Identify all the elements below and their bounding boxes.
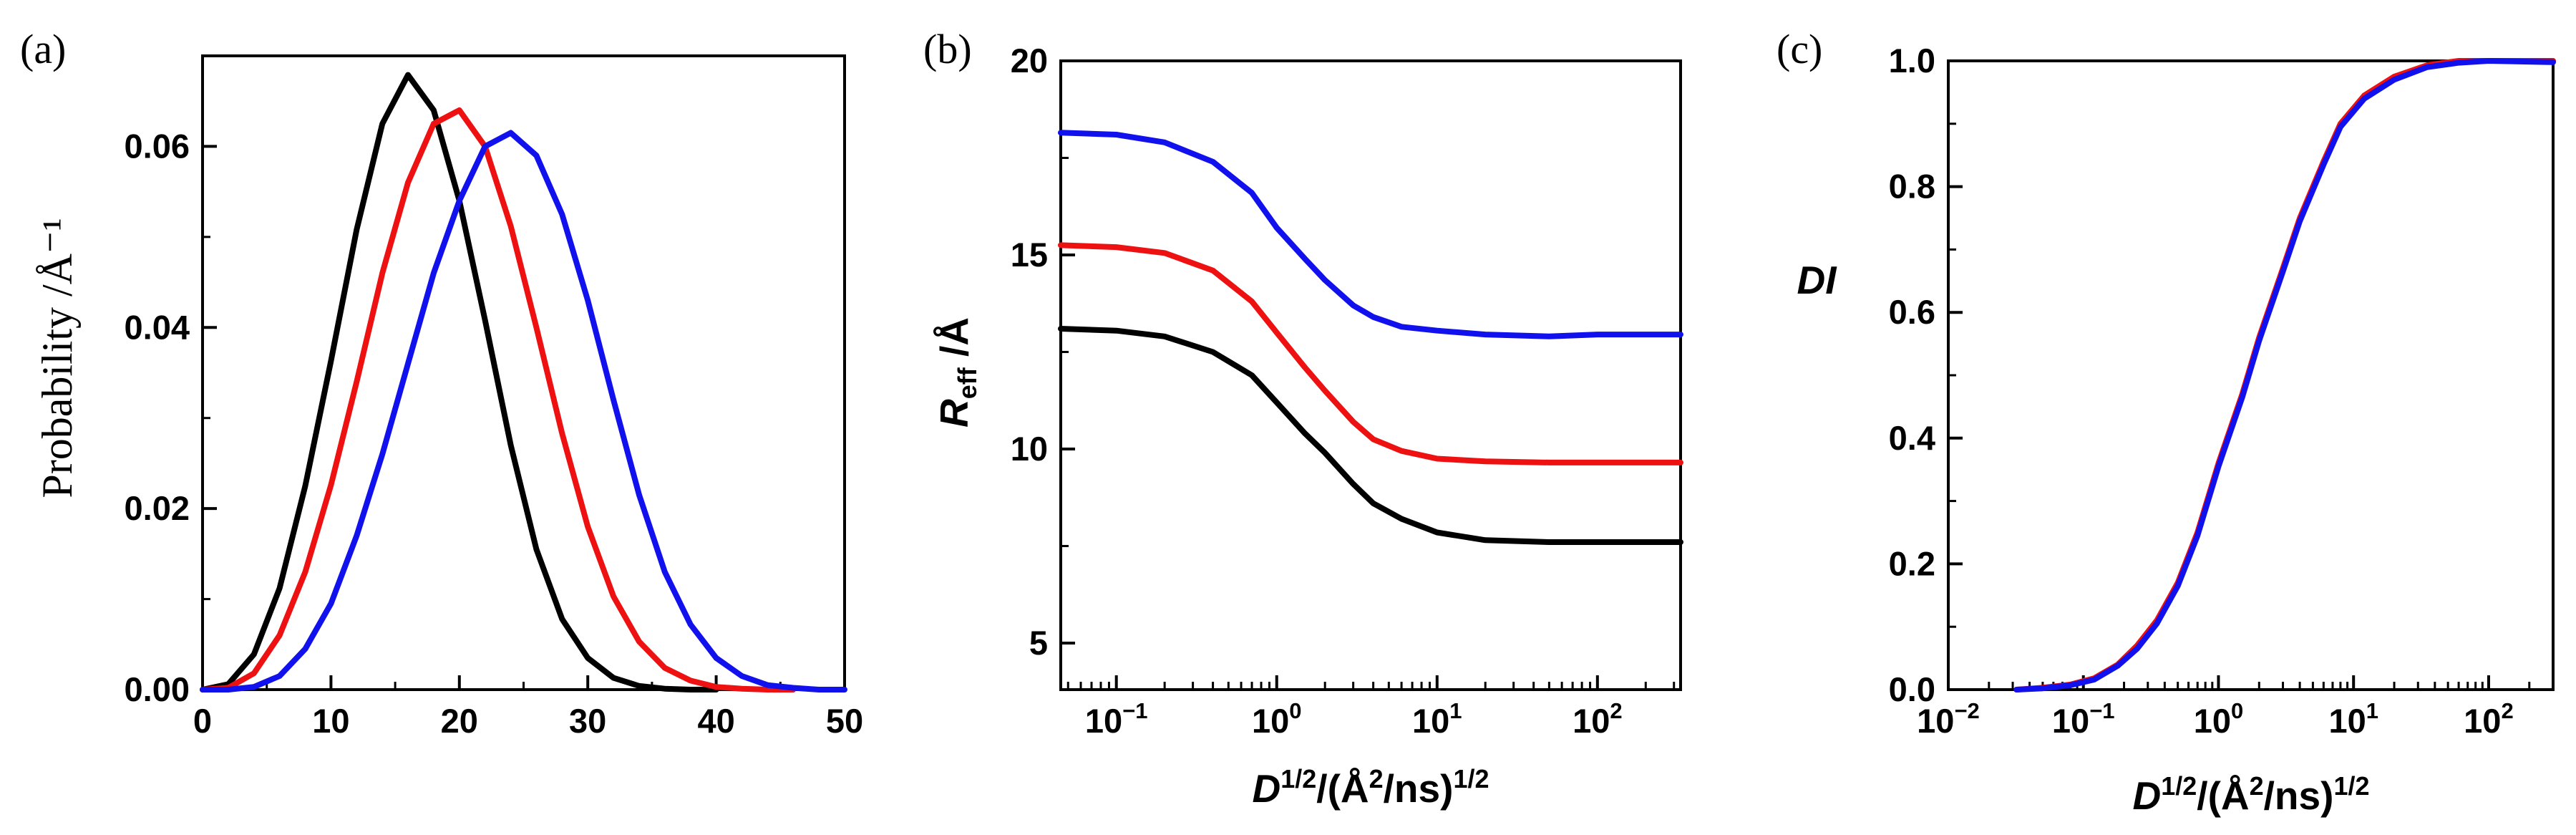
y-tick-label-c: 1.0 (1889, 42, 1935, 79)
series-a (200, 72, 847, 692)
x-axis-title-b-sup1: 1/2 (1280, 764, 1316, 793)
series-line-red (2013, 58, 2556, 692)
series-line-blue (200, 130, 847, 692)
series-line-blue (2013, 58, 2556, 692)
series-b (1058, 130, 1683, 545)
x-tick-label-a: 0 (193, 702, 212, 740)
x-tick-label-base: 10 (1252, 702, 1289, 740)
plot-frame-b (1059, 59, 1682, 691)
y-tick-label-b: 15 (1011, 236, 1048, 274)
x-tick-label-base: 10 (1085, 702, 1122, 740)
y-tick-label-b: 20 (1011, 42, 1048, 79)
y-axis-title-b: Reff /Å (932, 317, 982, 428)
x-axis-title-b: D1/2/(Å2/ns)1/2 (1253, 764, 1489, 811)
x-tick-label-exponent: 0 (1289, 698, 1301, 723)
series-line-black (1058, 326, 1683, 545)
x-tick-label-a: 50 (826, 702, 863, 740)
panel-label-c: (c) (1777, 26, 1822, 72)
x-tick-label-c: 100 (2194, 698, 2244, 740)
ticks-b (1061, 59, 1676, 690)
y-tick-label-c: 0.8 (1889, 168, 1935, 206)
y-axis-title-b-unit: /Å (932, 317, 976, 367)
y-tick-labels-c: 0.0 0.2 0.4 0.6 0.8 1.0 (1889, 42, 1935, 708)
x-tick-label-b: 10−1 (1085, 698, 1148, 740)
x-tick-label-c: 10−1 (2052, 698, 2115, 740)
x-tick-label-base: 10 (1412, 702, 1449, 740)
x-axis-title-c-unit2: /ns) (2264, 773, 2334, 818)
y-axis-title-b-subscript: eff (953, 367, 982, 399)
x-axis-title-c-symbol: D (2133, 773, 2162, 818)
x-tick-label-b: 101 (1412, 698, 1462, 740)
x-axis-title-b-sup3: 1/2 (1453, 764, 1489, 793)
x-tick-label-exponent: 0 (2231, 698, 2243, 723)
x-tick-label-exponent: −1 (2089, 698, 2114, 723)
y-axis-title-c-text: DI (1797, 258, 1838, 302)
x-tick-label-base: 10 (1573, 702, 1610, 740)
y-tick-label-a: 0.00 (125, 670, 190, 708)
y-tick-label-b: 5 (1029, 624, 1048, 662)
y-tick-label-a: 0.04 (125, 308, 190, 346)
x-tick-label-exponent: −1 (1122, 698, 1147, 723)
series-line-red (1058, 242, 1683, 465)
y-axis-title-a: Probability /Å⁻¹ (34, 218, 81, 498)
x-tick-label-a: 30 (569, 702, 606, 740)
x-tick-label-base: 10 (1917, 702, 1954, 740)
y-tick-label-c: 0.0 (1889, 670, 1935, 708)
x-tick-label-c: 101 (2328, 698, 2378, 740)
x-tick-label-base: 10 (2464, 702, 2501, 740)
x-axis-title-c-sup3: 1/2 (2333, 771, 2369, 801)
x-axis-title-b-sup2: 2 (1369, 764, 1384, 793)
x-tick-labels-a: 0 10 20 30 40 50 (193, 702, 863, 740)
panel-label-a: (a) (20, 26, 66, 72)
x-axis-title-b-unit2: /ns) (1384, 766, 1454, 811)
y-tick-labels-b: 5 10 15 20 (1011, 42, 1048, 662)
series-c (2013, 58, 2556, 692)
series-line-black (200, 72, 719, 692)
ticks-c (1947, 59, 2555, 691)
x-axis-title-b-unit1: /(Å (1316, 766, 1369, 811)
x-axis-title-c-sup2: 2 (2250, 771, 2264, 801)
x-tick-label-c: 102 (2464, 698, 2514, 740)
x-tick-label-exponent: 1 (1449, 698, 1462, 723)
y-tick-label-c: 0.4 (1889, 419, 1935, 457)
x-tick-label-a: 10 (312, 702, 349, 740)
x-tick-label-exponent: 1 (2366, 698, 2378, 723)
x-tick-labels-b: 10−1 100 101 102 (1085, 698, 1623, 740)
series-line-red (200, 107, 797, 692)
y-tick-labels-a: 0.00 0.02 0.04 0.06 (125, 127, 190, 708)
x-tick-label-base: 10 (2194, 702, 2231, 740)
panel-a: (a) 0 10 20 30 40 50 0.00 0.02 0.04 0.06 Probabi… (20, 26, 863, 740)
x-tick-label-base: 10 (2328, 702, 2366, 740)
y-tick-label-a: 0.02 (125, 489, 190, 527)
y-axis-title-c: DI (1797, 258, 1838, 302)
x-tick-labels-c: 10−2 10−1 100 101 102 (1917, 698, 2514, 740)
x-axis-title-c: D1/2/(Å2/ns)1/2 (2133, 771, 2370, 818)
y-tick-label-c: 0.2 (1889, 544, 1935, 582)
y-tick-label-c: 0.6 (1889, 293, 1935, 331)
x-tick-label-b: 102 (1573, 698, 1623, 740)
y-tick-label-a: 0.06 (125, 127, 190, 165)
x-tick-label-c: 10−2 (1917, 698, 1980, 740)
panel-label-b: (b) (923, 26, 972, 72)
x-tick-label-exponent: −2 (1954, 698, 1979, 723)
x-tick-label-b: 100 (1252, 698, 1302, 740)
x-axis-title-c-sup1: 1/2 (2161, 771, 2197, 801)
y-axis-title-b-symbol: R (932, 399, 976, 428)
x-tick-label-exponent: 2 (1610, 698, 1622, 723)
panel-c: (c) 10−2 10−1 100 101 102 0.00.20.40.60.81.0… (1777, 26, 2556, 818)
x-tick-label-a: 40 (697, 702, 734, 740)
series-line-blue (1058, 130, 1683, 339)
x-axis-title-b-symbol: D (1253, 766, 1281, 811)
x-tick-label-a: 20 (441, 702, 478, 740)
x-tick-label-exponent: 2 (2501, 698, 2513, 723)
x-tick-label-base: 10 (2052, 702, 2089, 740)
x-axis-title-c-unit1: /(Å (2197, 773, 2249, 818)
y-tick-label-b: 10 (1011, 430, 1048, 468)
